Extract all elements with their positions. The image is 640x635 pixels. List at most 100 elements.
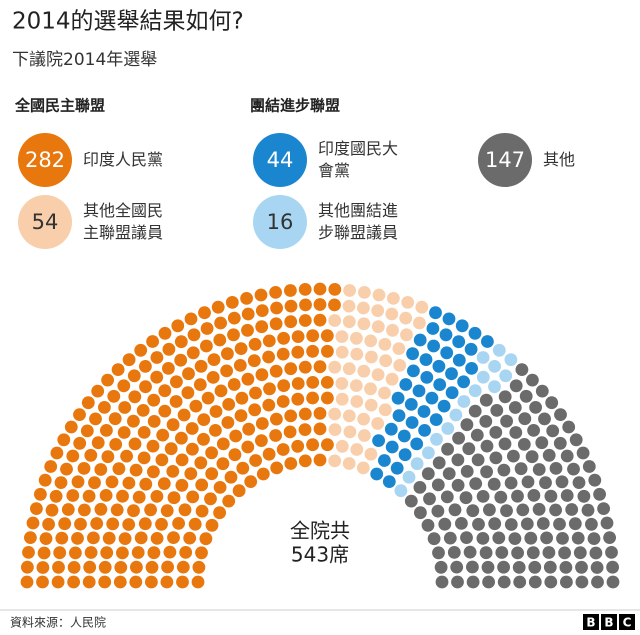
seat (393, 359, 407, 372)
seat (270, 412, 283, 426)
seat (191, 575, 205, 589)
seat (480, 465, 493, 479)
seat (276, 443, 290, 456)
seat (82, 489, 96, 503)
seat (206, 371, 220, 384)
seat (392, 409, 406, 422)
seat (194, 359, 208, 373)
seat (335, 345, 349, 359)
seat (130, 560, 143, 574)
seat (429, 306, 442, 320)
seat (405, 416, 419, 429)
seat (415, 300, 429, 314)
seat (565, 503, 579, 516)
seat (606, 560, 619, 574)
seat (421, 467, 435, 481)
seat (172, 517, 186, 530)
seat (488, 360, 501, 373)
seat (84, 448, 98, 462)
seat (284, 409, 298, 423)
seat (127, 369, 141, 383)
seat (197, 413, 211, 426)
seat (184, 467, 198, 480)
legend-bubble (18, 133, 72, 187)
total-caption: 全院共 (290, 519, 350, 543)
seat (406, 347, 419, 361)
group-title: 全國民主聯盟 (14, 97, 105, 115)
seat (80, 424, 94, 438)
seat (518, 412, 532, 426)
legend-value: 16 (267, 210, 294, 234)
seat (457, 375, 470, 389)
seat (306, 438, 319, 452)
seat (350, 443, 364, 456)
seat (146, 335, 160, 348)
seat (201, 391, 215, 405)
seat (357, 412, 370, 426)
seat (357, 364, 371, 378)
seat (508, 401, 522, 414)
seat (526, 546, 540, 560)
seat (511, 489, 524, 503)
seat (448, 503, 462, 517)
seat (155, 517, 168, 531)
seat (535, 436, 549, 450)
seat (358, 429, 371, 442)
seat (145, 560, 159, 574)
seat (129, 575, 143, 589)
seat (410, 437, 424, 451)
seat (77, 462, 91, 475)
seat (270, 461, 284, 475)
seat (139, 380, 152, 394)
seat (525, 450, 539, 464)
seat (460, 531, 473, 544)
seat (175, 453, 189, 467)
seat (197, 432, 210, 446)
seat (244, 475, 258, 488)
seat (127, 504, 140, 518)
seat (181, 386, 195, 400)
seat (113, 575, 127, 589)
seat (492, 343, 506, 357)
seat (306, 329, 320, 343)
seat (471, 453, 485, 467)
legend-bubble (253, 133, 307, 187)
seat (437, 399, 451, 413)
seat (560, 489, 574, 502)
seat (576, 446, 590, 460)
seat (398, 448, 412, 462)
seat (443, 531, 457, 545)
seat (357, 301, 370, 315)
seat (91, 384, 105, 398)
seat (200, 322, 214, 335)
seat (131, 546, 145, 559)
seat (64, 420, 78, 434)
seat (421, 518, 435, 532)
seat (175, 431, 188, 445)
seat (144, 503, 158, 517)
seat (107, 389, 121, 403)
seat (498, 390, 512, 404)
seat (401, 296, 415, 309)
seat (306, 344, 319, 358)
seat (42, 517, 55, 531)
seat (399, 311, 413, 325)
seat (385, 440, 399, 454)
seat (174, 353, 188, 367)
seat (452, 353, 466, 367)
seat (384, 422, 398, 436)
seat (425, 391, 439, 405)
seat (504, 353, 518, 367)
seat (466, 504, 480, 518)
seat (224, 470, 238, 484)
seat (155, 453, 169, 467)
seat (509, 426, 523, 439)
seat (514, 462, 528, 476)
seat (560, 575, 573, 589)
seat (98, 401, 111, 414)
seat (429, 413, 443, 426)
seat (468, 404, 482, 418)
seat (220, 364, 234, 378)
seat (481, 335, 494, 348)
seat (603, 531, 616, 544)
